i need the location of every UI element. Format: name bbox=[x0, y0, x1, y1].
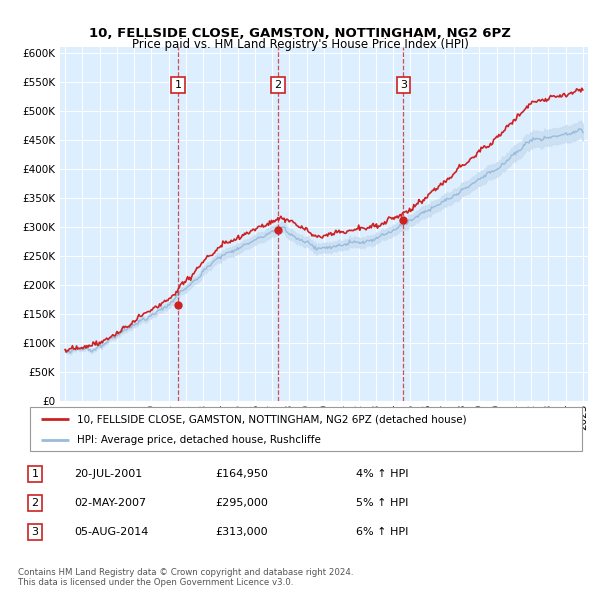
Text: 10, FELLSIDE CLOSE, GAMSTON, NOTTINGHAM, NG2 6PZ (detached house): 10, FELLSIDE CLOSE, GAMSTON, NOTTINGHAM,… bbox=[77, 415, 467, 424]
Text: 3: 3 bbox=[31, 527, 38, 537]
Text: 1: 1 bbox=[31, 468, 38, 478]
Text: 20-JUL-2001: 20-JUL-2001 bbox=[74, 468, 143, 478]
Text: 6% ↑ HPI: 6% ↑ HPI bbox=[356, 527, 409, 537]
Text: 3: 3 bbox=[400, 80, 407, 90]
Text: £295,000: £295,000 bbox=[215, 498, 268, 508]
Text: 02-MAY-2007: 02-MAY-2007 bbox=[74, 498, 146, 508]
Text: £313,000: £313,000 bbox=[215, 527, 268, 537]
Text: 5% ↑ HPI: 5% ↑ HPI bbox=[356, 498, 409, 508]
Text: Contains HM Land Registry data © Crown copyright and database right 2024.
This d: Contains HM Land Registry data © Crown c… bbox=[18, 568, 353, 587]
FancyBboxPatch shape bbox=[30, 407, 582, 451]
Text: 2: 2 bbox=[31, 498, 38, 508]
Text: HPI: Average price, detached house, Rushcliffe: HPI: Average price, detached house, Rush… bbox=[77, 435, 321, 445]
Text: 10, FELLSIDE CLOSE, GAMSTON, NOTTINGHAM, NG2 6PZ: 10, FELLSIDE CLOSE, GAMSTON, NOTTINGHAM,… bbox=[89, 27, 511, 40]
Text: 05-AUG-2014: 05-AUG-2014 bbox=[74, 527, 149, 537]
Text: 1: 1 bbox=[175, 80, 182, 90]
Text: £164,950: £164,950 bbox=[215, 468, 268, 478]
Text: Price paid vs. HM Land Registry's House Price Index (HPI): Price paid vs. HM Land Registry's House … bbox=[131, 38, 469, 51]
Text: 4% ↑ HPI: 4% ↑ HPI bbox=[356, 468, 409, 478]
Text: 2: 2 bbox=[274, 80, 281, 90]
